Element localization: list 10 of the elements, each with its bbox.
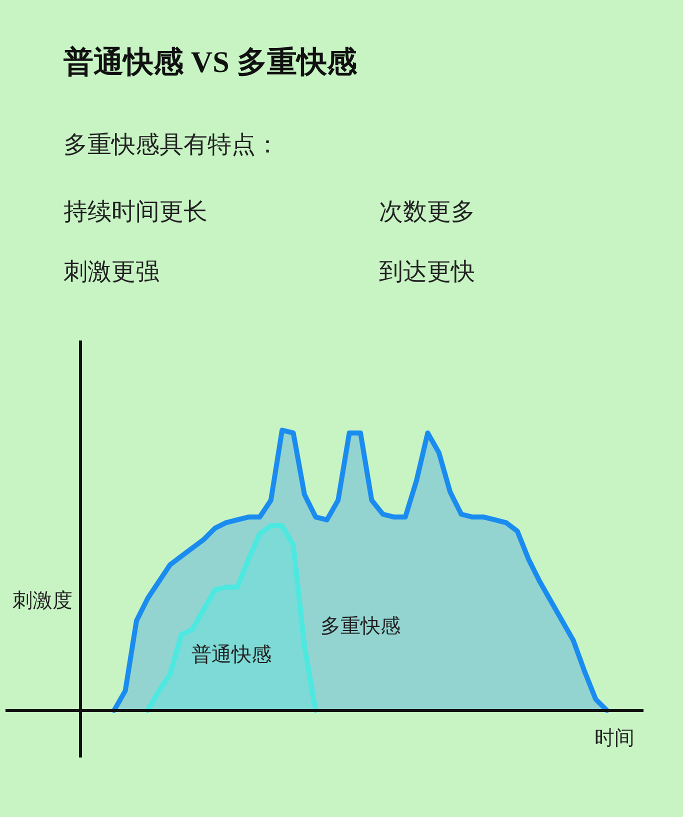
x-axis-title: 时间 [594, 727, 635, 750]
text: 次数更多 [379, 200, 476, 226]
series-label: 多重快感 [320, 615, 400, 638]
chart-title: 普通快感 VS 多重快感 [63, 45, 358, 79]
series-label: 普通快感 [192, 642, 272, 666]
text: 刺激更强 [63, 260, 160, 286]
text: 持续时间更长 [63, 200, 208, 226]
chart-subtitle: 多重快感具有特点： [63, 132, 280, 158]
text: 到达更快 [379, 260, 476, 286]
y-axis-title: 刺激度 [12, 590, 72, 612]
